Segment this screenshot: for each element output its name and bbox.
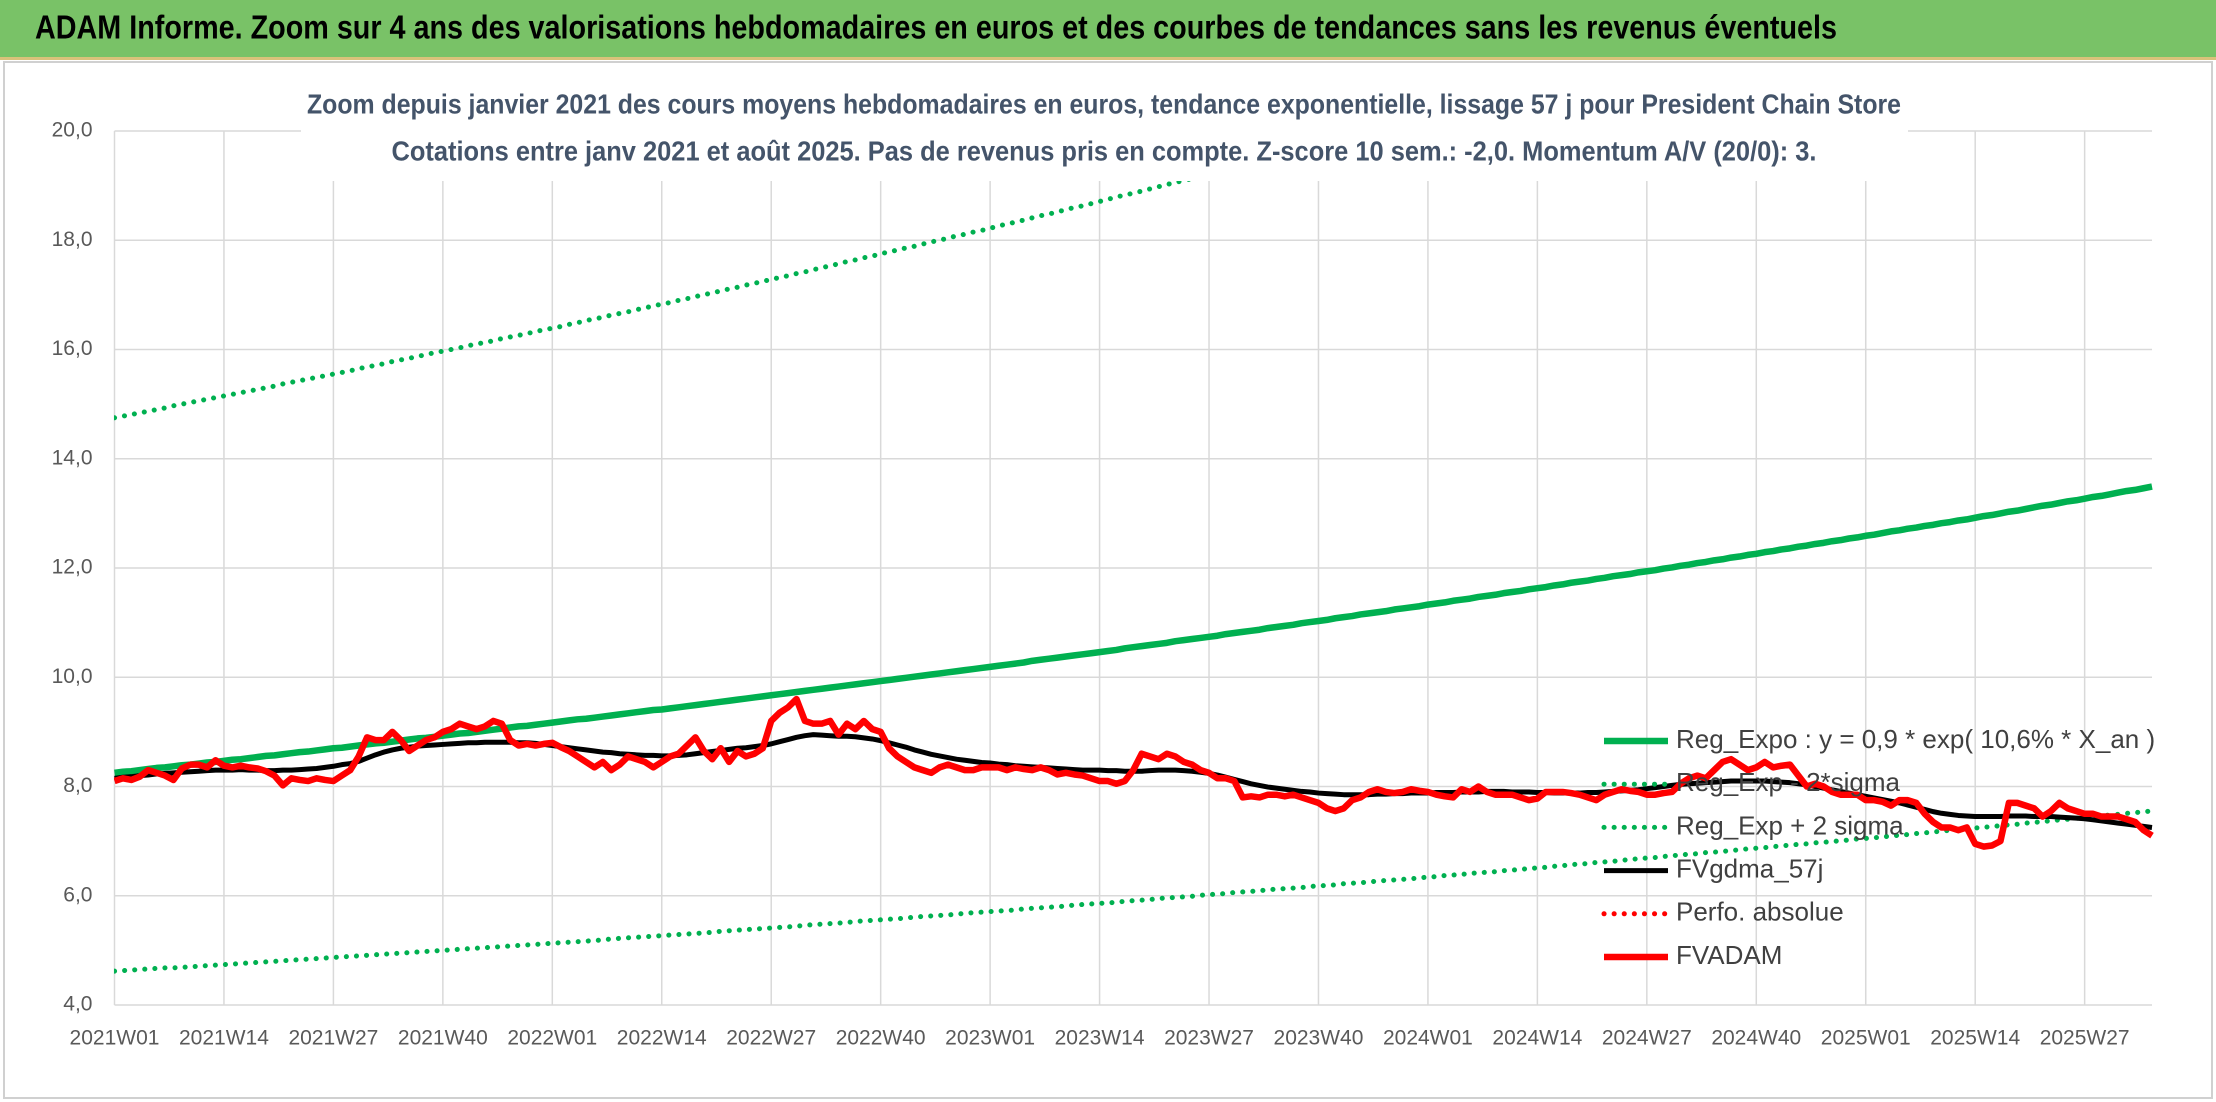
x-tick-label: 2023W40 bbox=[1274, 1027, 1364, 1050]
y-tick-label: 18,0 bbox=[52, 228, 93, 251]
x-tick-label: 2022W01 bbox=[507, 1027, 597, 1050]
y-tick-label: 10,0 bbox=[52, 665, 93, 688]
x-tick-label: 2021W14 bbox=[179, 1027, 269, 1050]
x-tick-label: 2023W01 bbox=[945, 1027, 1035, 1050]
x-tick-label: 2023W27 bbox=[1164, 1027, 1254, 1050]
series-line bbox=[114, 483, 2153, 777]
y-tick-label: 4,0 bbox=[63, 993, 92, 1016]
x-tick-label: 2024W01 bbox=[1383, 1027, 1473, 1050]
series-line bbox=[114, 808, 2155, 974]
x-tick-label: 2021W40 bbox=[398, 1027, 488, 1050]
x-tick-label: 2025W01 bbox=[1821, 1027, 1911, 1050]
x-tick-label: 2024W40 bbox=[1711, 1027, 1801, 1050]
header-bar bbox=[0, 0, 2216, 57]
chart-title: Zoom depuis janvier 2021 des cours moyen… bbox=[307, 88, 1901, 119]
chart-frame bbox=[3, 61, 2213, 1099]
y-tick-label: 8,0 bbox=[63, 774, 92, 797]
x-tick-label: 2022W27 bbox=[726, 1027, 816, 1050]
y-tick-label: 14,0 bbox=[52, 446, 93, 469]
y-tick-label: 12,0 bbox=[52, 556, 93, 579]
plot-area bbox=[114, 128, 2155, 974]
x-tick-label: 2022W14 bbox=[617, 1027, 707, 1050]
x-tick-label: 2024W14 bbox=[1492, 1027, 1582, 1050]
y-tick-label: 6,0 bbox=[63, 883, 92, 906]
legend-label: Reg_Exp - 2*sigma bbox=[1676, 767, 1901, 797]
legend-label: Reg_Exp + 2 sigma bbox=[1676, 810, 1904, 840]
legend: Reg_Expo : y = 0,9 * exp( 10,6% * X_an )… bbox=[1601, 724, 2155, 970]
title-box bbox=[301, 85, 1908, 181]
x-tick-label: 2021W27 bbox=[288, 1027, 378, 1050]
header-title: ADAM Informe. Zoom sur 4 ans des valoris… bbox=[35, 9, 1837, 46]
x-tick-label: 2021W01 bbox=[70, 1027, 160, 1050]
legend-label: Perfo. absolue bbox=[1676, 897, 1844, 927]
x-tick-label: 2025W14 bbox=[1930, 1027, 2020, 1050]
series-line bbox=[114, 695, 2154, 850]
header-rule bbox=[0, 57, 2216, 60]
x-tick-label: 2022W40 bbox=[836, 1027, 926, 1050]
legend-label: Reg_Expo : y = 0,9 * exp( 10,6% * X_an ) bbox=[1676, 724, 2155, 754]
legend-label: FVgdma_57j bbox=[1676, 853, 1823, 883]
x-tick-label: 2024W27 bbox=[1602, 1027, 1692, 1050]
legend-label: FVADAM bbox=[1676, 940, 1782, 970]
x-tick-label: 2025W27 bbox=[2040, 1027, 2130, 1050]
chart-subtitle: Cotations entre janv 2021 et août 2025. … bbox=[392, 135, 1817, 166]
x-tick-label: 2023W14 bbox=[1055, 1027, 1145, 1050]
y-tick-label: 16,0 bbox=[52, 337, 93, 360]
y-tick-label: 20,0 bbox=[52, 119, 93, 142]
